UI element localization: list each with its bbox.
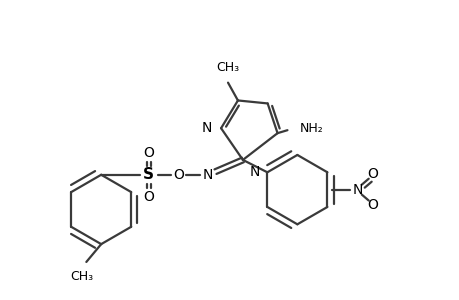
- Text: N: N: [352, 183, 362, 196]
- Text: O: O: [366, 199, 377, 212]
- Text: NH₂: NH₂: [299, 122, 322, 135]
- Text: O: O: [366, 167, 377, 181]
- Text: O: O: [143, 190, 154, 204]
- Text: N: N: [202, 121, 212, 135]
- Text: N: N: [202, 168, 213, 182]
- Text: N: N: [249, 165, 260, 179]
- Text: O: O: [143, 146, 154, 160]
- Text: O: O: [173, 168, 184, 182]
- Text: CH₃: CH₃: [216, 61, 239, 74]
- Text: CH₃: CH₃: [70, 270, 93, 283]
- Text: S: S: [143, 167, 154, 182]
